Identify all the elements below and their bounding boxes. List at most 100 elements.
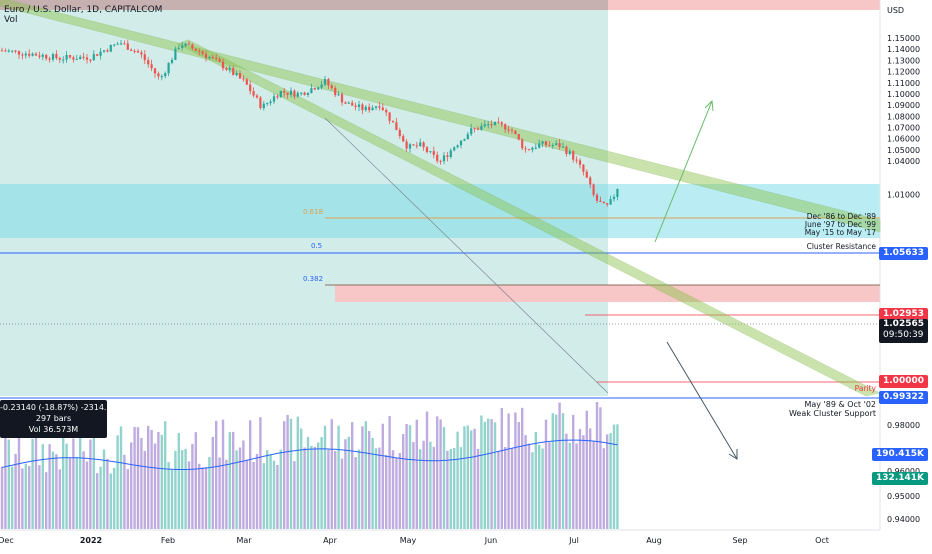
volume-bar [208, 456, 211, 529]
volume-bar [266, 450, 269, 529]
symbol-title[interactable]: Euro / U.S. Dollar, 1D, CAPITALCOM [4, 5, 163, 15]
candle [565, 145, 568, 157]
candle [82, 52, 85, 61]
candle [385, 108, 388, 117]
volume-bar [289, 418, 293, 529]
volume-bar [4, 434, 7, 529]
volume-bar [255, 453, 259, 529]
candle [609, 195, 612, 205]
candle [351, 100, 354, 106]
candle [276, 94, 279, 100]
volume-bar [439, 419, 442, 529]
volume-bar [92, 432, 95, 529]
candle [41, 53, 44, 61]
candle [476, 126, 480, 131]
thin-trend-line[interactable] [324, 117, 609, 394]
candle [242, 75, 245, 82]
price-tick: 0.98000 [887, 421, 920, 430]
volume-bar [555, 414, 558, 529]
candle [232, 65, 235, 76]
candle [157, 71, 160, 80]
candle [153, 67, 157, 78]
candle [327, 77, 330, 89]
volume-bar [300, 428, 303, 529]
volume-bar [14, 453, 17, 529]
time-tick: Jul [568, 536, 579, 545]
candle [283, 87, 286, 97]
candle [113, 44, 116, 47]
volume-bar [422, 440, 425, 529]
volume-bar [378, 447, 381, 529]
price-tick: 1.10000 [887, 90, 920, 99]
volume-bar [68, 457, 72, 529]
candle [398, 127, 401, 139]
candle [320, 80, 323, 90]
fib-618-label: 0.618 [303, 208, 323, 216]
volume-bar [164, 421, 167, 529]
candle [449, 148, 452, 159]
candle [616, 188, 619, 201]
volume-bar [296, 416, 299, 529]
volume-bar [398, 453, 401, 529]
volume-bar [11, 466, 14, 529]
volume-bar [228, 432, 231, 529]
volume-bar [432, 446, 435, 529]
volume-bar [483, 421, 486, 529]
volume-bar [238, 447, 242, 529]
volume-bar [306, 436, 310, 529]
red-resistance-zone [335, 285, 880, 302]
time-tick: Aug [646, 536, 662, 545]
up-arrow[interactable] [654, 99, 714, 243]
candle [354, 102, 357, 111]
volume-bar [96, 473, 99, 529]
down-arrow[interactable] [666, 341, 738, 460]
support-label-2: Weak Cluster Support [789, 409, 876, 418]
candle [500, 121, 503, 128]
candle [58, 56, 61, 64]
candle [534, 143, 537, 150]
volume-bar [599, 407, 602, 529]
volume-bar [272, 460, 276, 529]
candle [55, 50, 58, 61]
candle [181, 41, 184, 51]
volume-bar [480, 415, 483, 529]
volume-bar [126, 469, 129, 529]
volume-bar [24, 463, 27, 529]
candle [7, 48, 10, 53]
price-tick: 1.15000 [887, 34, 920, 43]
volume-bar [109, 473, 112, 529]
last-price: 1.02565 [883, 319, 924, 329]
candle [140, 50, 143, 59]
candle [323, 76, 327, 87]
candle [123, 40, 126, 45]
candle [510, 127, 514, 134]
candle [483, 120, 486, 128]
candle [456, 144, 459, 149]
volume-bar [174, 450, 177, 529]
candle [541, 140, 544, 148]
volume-bar [521, 407, 524, 529]
candle [249, 80, 252, 95]
candle [204, 50, 208, 62]
candle [538, 139, 541, 149]
price-label-parity: 1.00000 [879, 375, 928, 388]
parity-label: Parity [855, 384, 877, 393]
volume-bar [463, 426, 466, 529]
candle [524, 145, 527, 153]
volume-bar [262, 463, 265, 529]
volume-bar [548, 442, 551, 529]
volume-bar [470, 430, 473, 529]
volume-indicator-label[interactable]: Vol [4, 15, 18, 25]
top-green-zone [0, 0, 608, 10]
candle [463, 138, 466, 142]
volume-bar [143, 450, 146, 529]
candle [578, 158, 582, 169]
candle [330, 83, 333, 91]
volume-bar [500, 407, 503, 529]
price-axis-currency: USD [887, 6, 904, 15]
volume-bar [62, 427, 65, 529]
candle [68, 54, 72, 59]
candle [470, 123, 473, 136]
